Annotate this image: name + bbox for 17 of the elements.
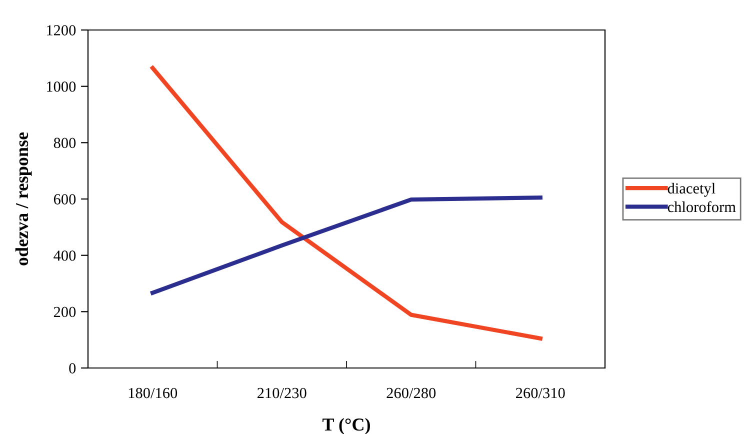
y-axis-title: odezva / response <box>15 132 32 266</box>
y-tick-label: 1000 <box>46 81 76 92</box>
x-tick-label: 210/230 <box>258 388 306 398</box>
y-tick-label: 0 <box>69 363 76 374</box>
x-tick-label: 260/280 <box>386 388 436 398</box>
x-axis-title: T (°C) <box>322 418 370 434</box>
line-series <box>150 66 542 341</box>
x-tick-label: 180/160 <box>128 388 178 398</box>
y-tick-label: 800 <box>54 138 76 148</box>
y-tick-label: 600 <box>54 194 76 204</box>
y-tick-label: 400 <box>54 250 76 261</box>
y-tick-label: 200 <box>54 306 76 318</box>
legend-label: chloroform <box>668 201 736 212</box>
y-tick-label: 1200 <box>46 25 76 36</box>
x-tick-label: 260/310 <box>516 388 565 398</box>
legend-label: diacetyl <box>668 182 716 197</box>
line-series <box>150 196 542 295</box>
